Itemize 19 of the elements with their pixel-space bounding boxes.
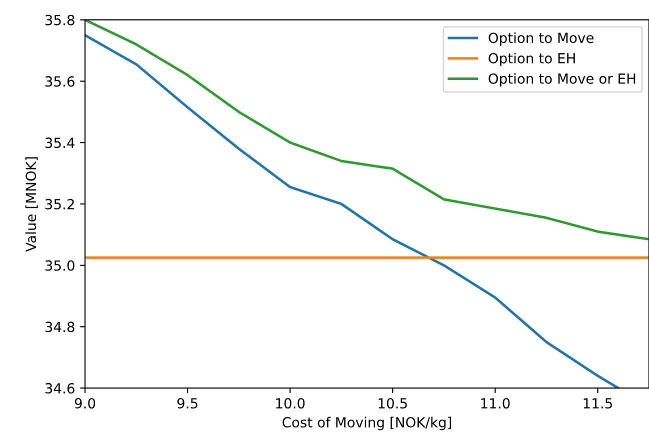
legend-label: Option to Move or EH <box>488 73 636 87</box>
legend-label: Option to EH <box>488 52 575 66</box>
y-tick-label: 35.4 <box>45 138 75 148</box>
x-tick-label: 11.0 <box>481 398 510 409</box>
x-tick-label: 10.0 <box>276 398 305 409</box>
y-tick-label: 35.0 <box>45 260 74 271</box>
y-tick-label: 34.8 <box>45 322 74 332</box>
x-tick-label: 10.5 <box>378 398 407 409</box>
line-series <box>85 34 620 388</box>
x-axis-title: Cost of Moving [NOK/kg] <box>282 416 452 430</box>
x-tick-label: 9.0 <box>74 398 96 409</box>
x-tick-label: 11.5 <box>584 398 612 409</box>
x-tick-label: 9.5 <box>177 398 198 409</box>
y-tick-label: 35.8 <box>45 14 74 26</box>
y-tick-label: 35.2 <box>45 198 74 210</box>
y-tick-label: 34.6 <box>45 383 74 394</box>
legend-label: Option to Move <box>488 32 594 46</box>
y-axis-title: Value [MNOK] <box>25 157 38 252</box>
y-tick-label: 35.6 <box>45 76 74 87</box>
